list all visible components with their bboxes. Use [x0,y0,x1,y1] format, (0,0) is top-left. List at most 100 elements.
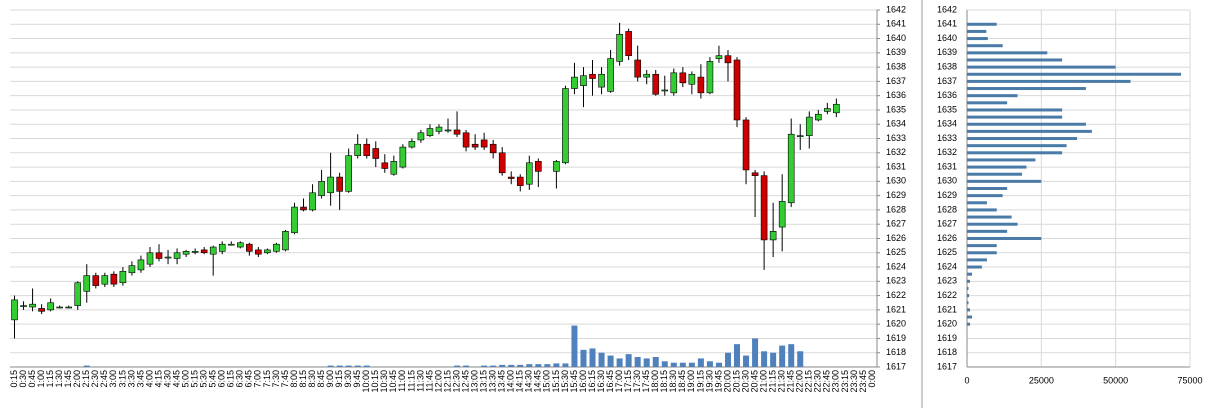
x-tick-label: 20:00 [722,370,732,393]
y-tick-label: 1624 [886,261,906,271]
profile-bar [967,72,1182,76]
volume-bar [779,345,786,367]
volume-bar [571,325,578,367]
volume-bar [715,362,722,367]
candle-body [706,61,714,94]
candle-body [697,76,705,94]
y-tick-label: 1620 [886,319,906,329]
candle-body [101,275,109,285]
volume-bar [580,349,587,367]
x-tick-label: 75000 [1177,375,1202,385]
profile-bar [967,201,987,205]
candle-body [11,299,18,321]
y-tick-label: 1621 [886,304,906,314]
profile-bar [967,115,1063,119]
x-tick-label: 16:45 [605,370,615,393]
volume-bar [490,365,497,367]
y-tick-label: 1638 [886,61,906,71]
candle-body [824,108,831,112]
x-tick-label: 5:00 [180,370,190,388]
volume-bar [752,338,759,367]
y-tick-label: 1640 [886,33,906,43]
profile-bar [967,322,970,326]
candle-body [796,135,804,137]
y-tick-label: 1639 [886,47,906,57]
y-tick-label: 1635 [937,104,957,114]
candle-body [182,251,190,255]
volume-bar [724,352,731,367]
y-tick-label: 1628 [937,204,957,214]
x-tick-label: 19:45 [713,370,723,393]
x-tick-label: 4:45 [171,370,181,388]
volume-bar [535,364,542,367]
volume-bar [652,357,659,367]
candle-body [38,308,45,312]
candle-body [300,206,307,211]
x-tick-label: 8:30 [307,370,317,388]
volume-bar [544,364,551,367]
x-tick-label: 13:30 [488,370,498,393]
y-tick-label: 1633 [886,133,906,143]
volume-bar [517,364,524,367]
profile-bar [967,22,997,26]
candle-body [345,155,352,192]
x-tick-label: 4:15 [153,370,163,388]
x-tick-label: 16:00 [578,370,588,393]
x-tick-label: 14:45 [533,370,543,393]
profile-bar [967,58,1063,62]
x-tick-label: 22:45 [822,370,832,393]
candle-body [751,172,759,176]
candle-body [489,143,497,154]
profile-bar [967,129,1092,133]
profile-bar [967,29,987,33]
y-tick-label: 1636 [937,90,957,100]
x-tick-label: 17:15 [623,370,633,393]
x-tick-label: 13:00 [469,370,479,393]
candle-body [372,148,380,159]
x-tick-label: 16:15 [587,370,597,393]
volume-bar [499,364,506,367]
y-tick-label: 1617 [937,361,957,371]
volume-bar [354,365,361,367]
volume-bar [697,358,704,367]
candle-body [137,259,145,271]
x-tick-label: 18:00 [650,370,660,393]
y-tick-label: 1623 [937,276,957,286]
candle-body [525,162,533,185]
y-tick-label: 1628 [886,204,906,214]
candle-body [164,256,172,259]
y-tick-label: 1627 [937,219,957,229]
x-tick-label: 13:15 [479,370,489,393]
candle-body [381,162,389,169]
x-tick-label: 11:00 [397,370,407,392]
volume-bar [589,348,596,367]
y-tick-label: 1618 [886,347,906,357]
y-tick-label: 1634 [886,119,906,129]
candle-body [580,75,587,86]
volume-bar [770,352,777,367]
y-tick-label: 1637 [886,76,906,86]
y-tick-label: 1625 [886,247,906,257]
profile-bar [967,101,1008,105]
x-tick-label: 20:15 [731,370,741,393]
profile-bar [967,301,969,305]
volume-bar [508,364,515,367]
x-tick-label: 14:30 [524,370,534,393]
volume-bar [679,362,686,367]
x-tick-label: 15:15 [551,370,561,393]
profile-bar [967,44,1003,48]
y-tick-label: 1632 [886,147,906,157]
candle-body [56,306,63,309]
volume-bar [481,365,488,367]
volume-bar [327,365,334,367]
candle-body [778,201,786,228]
candle-body [200,249,208,254]
candle-body [209,246,217,255]
y-tick-label: 1641 [937,19,957,29]
candle-body [480,139,488,148]
y-tick-label: 1634 [937,119,957,129]
x-tick-label: 7:45 [280,370,290,388]
volume-bar [761,351,768,367]
profile-bar [967,251,997,255]
profile-bar [967,51,1048,55]
